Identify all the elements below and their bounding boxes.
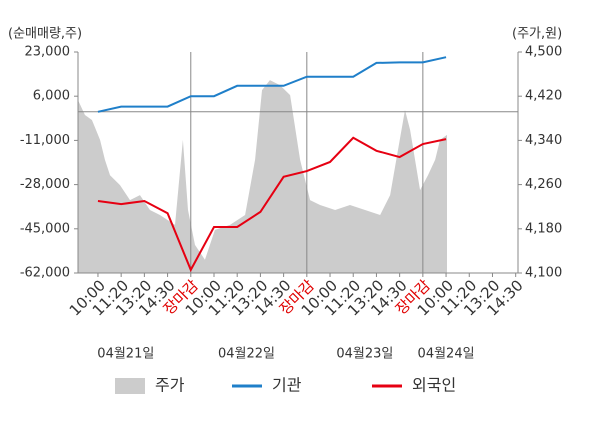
y2-tick-label: 4,260 xyxy=(525,177,562,192)
y-axis-label: (순매매량,주) xyxy=(8,27,82,42)
series-line xyxy=(97,56,447,113)
y2-tick-label: 4,500 xyxy=(525,45,562,60)
y2-tick-label: 4,420 xyxy=(525,89,562,104)
legend-label: 외국인 xyxy=(412,376,456,395)
y2-tick-label: 4,340 xyxy=(525,133,562,148)
y-tick-label: 23,000 xyxy=(25,45,71,60)
y-tick-label: 6,000 xyxy=(33,89,70,104)
date-label: 04월21일 xyxy=(97,347,154,362)
y-tick-label: -11,000 xyxy=(20,133,70,148)
price-area xyxy=(78,80,447,274)
y-tick-label: -28,000 xyxy=(20,177,70,192)
legend-label: 주가 xyxy=(155,376,185,395)
series-line xyxy=(97,136,447,273)
legend-swatch xyxy=(115,378,145,394)
date-label: 04월22일 xyxy=(218,347,275,362)
y-tick-label: -45,000 xyxy=(20,221,70,236)
legend-label: 기관 xyxy=(272,376,302,395)
y2-tick-label: 4,100 xyxy=(525,266,562,281)
date-label: 04월24일 xyxy=(418,347,475,362)
y-tick-label: -62,000 xyxy=(20,266,70,281)
y2-tick-label: 4,180 xyxy=(525,221,562,236)
y2-axis-label: (주가,원) xyxy=(512,27,562,42)
date-label: 04월23일 xyxy=(336,347,393,362)
